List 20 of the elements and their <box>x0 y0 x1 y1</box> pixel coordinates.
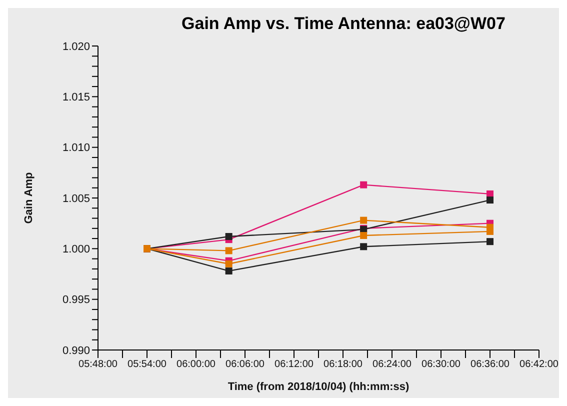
y-tick-label: 1.005 <box>62 192 90 205</box>
x-axis-title: Time (from 2018/10/04) (hh:mm:ss) <box>228 381 410 393</box>
x-tick-label: 06:24:00 <box>372 359 412 370</box>
x-tick-label: 06:42:00 <box>520 359 559 370</box>
x-tick-label: 06:06:00 <box>226 359 265 370</box>
x-tick-label: 05:54:00 <box>128 359 167 370</box>
y-tick-label: 0.990 <box>62 344 90 357</box>
x-tick-label: 06:36:00 <box>470 359 510 370</box>
chart-title: Gain Amp vs. Time Antenna: ea03@W07 <box>180 14 506 34</box>
y-tick-label: 1.015 <box>62 92 90 104</box>
x-tick-label: 06:12:00 <box>274 359 314 370</box>
x-tick-label: 06:00:00 <box>176 359 216 370</box>
y-axis-title: Gain Amp <box>22 172 35 224</box>
y-tick-label: 1.020 <box>62 40 90 53</box>
x-tick-label: 06:30:00 <box>422 359 461 370</box>
y-tick-label: 1.000 <box>62 244 90 256</box>
x-tick-label: 05:48:00 <box>78 359 118 370</box>
y-tick-label: 0.995 <box>62 294 90 306</box>
x-tick-label: 06:18:00 <box>324 359 363 370</box>
y-tick-label: 1.010 <box>62 142 90 154</box>
